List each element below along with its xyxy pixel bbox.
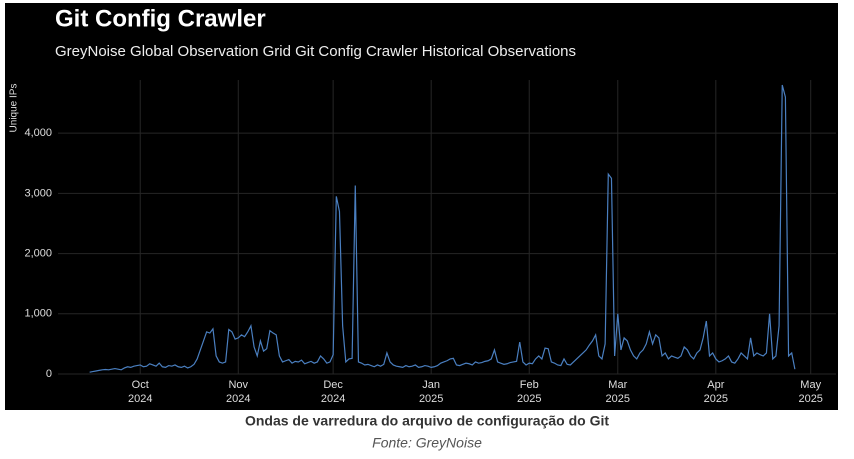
x-tick-label: Dec 2024: [321, 379, 345, 405]
caption: Ondas de varredura do arquivo de configu…: [245, 413, 609, 429]
data-line: [89, 84, 796, 373]
y-tick-label: 3,000: [24, 187, 52, 199]
y-tick-label: 4,000: [24, 127, 52, 139]
y-tick-label: 2,000: [24, 247, 52, 259]
source: Fonte: GreyNoise: [372, 435, 482, 451]
x-tick-label: Apr 2025: [704, 379, 728, 405]
y-tick-label: 1,000: [24, 308, 52, 320]
x-tick-label: May 2025: [798, 379, 822, 405]
y-axis-label: Unique IPs: [9, 84, 20, 133]
y-tick-label: 0: [46, 368, 52, 380]
chart-title: Git Config Crawler: [55, 5, 266, 32]
chart-background: [5, 3, 838, 410]
x-tick-label: Nov 2024: [226, 379, 250, 405]
x-tick-label: Feb 2025: [517, 379, 541, 405]
x-tick-label: Mar 2025: [606, 379, 630, 405]
chart-subtitle: GreyNoise Global Observation Grid Git Co…: [55, 43, 576, 60]
x-tick-label: Jan 2025: [419, 379, 443, 405]
x-tick-label: Oct 2024: [128, 379, 152, 405]
